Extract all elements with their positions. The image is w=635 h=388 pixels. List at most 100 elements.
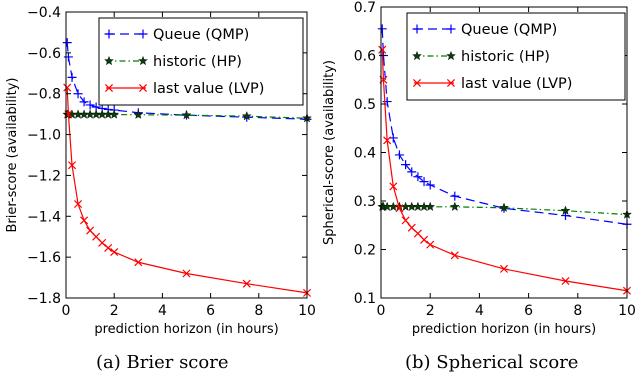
x-tick-label: 6 [524,303,533,319]
legend-label: Queue (QMP) [153,27,249,43]
x-tick-label: 0 [62,303,71,319]
legend-label: last value (LVP) [461,76,572,92]
y-tick-label: −1.2 [27,168,61,184]
data-point [98,238,107,247]
data-point [413,229,422,238]
data-point [395,204,404,213]
x-axis-label: prediction horizon (in hours) [94,322,278,337]
data-point [377,24,387,34]
data-point [73,89,83,99]
legend-marker [104,29,114,39]
chart-panel-a: 0 2 4 6 8 10 −1.8 −1.6 −1.4 −1.2 −1.0 −0.8 −0.6 −0.4 p… [5,5,316,337]
y-tick-label: 0.6 [354,49,376,65]
x-tick-label: 4 [158,303,167,319]
data-point [92,232,101,241]
data-point [383,136,392,145]
y-tick-label: 0.7 [354,0,376,16]
data-point [67,72,77,82]
data-point [382,97,392,107]
legend-marker [138,29,148,39]
data-point [85,100,95,110]
data-point [79,97,89,107]
y-axis-label: Brier-score (availability) [5,78,20,233]
y-tick-label: −1.8 [27,291,61,307]
data-point [74,200,83,209]
y-tick-label: −0.6 [27,46,61,62]
legend-label: historic (HP) [153,54,242,70]
data-point [401,216,410,225]
data-point [499,264,509,273]
series-line-0 [381,28,628,225]
data-point [241,111,252,121]
caption-a: (a) Brier score [96,352,229,373]
data-point [110,248,119,257]
legend-marker [412,24,422,34]
caption-b: (b) Spherical score [405,352,579,373]
y-tick-label: −0.4 [27,5,61,21]
data-point [401,160,411,170]
legend-marker [138,55,148,66]
data-point [80,216,89,225]
legend-marker [104,55,114,66]
data-point [104,243,113,252]
data-point [389,182,398,191]
y-tick-label: 0.3 [354,194,376,210]
data-point [181,109,192,120]
data-point [425,201,436,212]
data-point [242,279,251,288]
data-point [426,240,435,249]
y-tick-label: −1.4 [27,209,61,225]
data-point [63,83,72,92]
x-tick-label: 0 [377,303,386,319]
data-point [450,251,459,260]
y-tick-label: 0.2 [354,243,376,259]
legend-marker [104,83,114,93]
data-point [499,202,509,212]
data-point [560,205,571,215]
data-point [133,109,144,119]
data-point [394,150,404,160]
x-tick-label: 6 [206,303,215,319]
chart-panel-b: 0 2 4 6 8 10 0.1 0.2 0.3 0.4 0.5 0.6 0.7 prediction h… [322,0,635,337]
legend-marker [446,78,456,88]
x-tick-label: 4 [475,303,484,319]
y-tick-label: −1.6 [27,250,61,266]
x-tick-label: 2 [110,303,119,319]
data-point [561,277,570,286]
data-point [450,191,460,201]
data-point [420,235,429,244]
y-tick-label: 0.4 [354,146,376,162]
x-tick-label: 10 [618,303,635,319]
data-point [62,38,72,48]
legend-label: historic (HP) [461,49,550,65]
data-point [109,109,120,119]
x-tick-label: 8 [573,303,582,319]
plot-frame [65,11,308,299]
y-tick-label: 0.5 [354,97,376,113]
x-axis-label: prediction horizon (in hours) [412,322,596,337]
data-point [86,226,95,235]
data-point [449,201,460,212]
x-tick-label: 8 [254,303,263,319]
legend-marker [412,50,422,61]
data-point [419,177,429,187]
x-tick-label: 2 [426,303,435,319]
legend-marker [446,24,456,34]
data-point [63,52,73,62]
legend-label: last value (LVP) [153,81,264,97]
y-tick-label: −0.8 [27,87,61,103]
legend-label: Queue (QMP) [461,22,557,38]
data-point [68,161,77,170]
legend: Queue (QMP) historic (HP) last value (LVP) [406,12,626,101]
data-point [413,172,423,182]
y-axis-label: Spherical-score (availability) [322,60,337,245]
legend-marker [446,50,456,61]
x-tick-label: 10 [298,303,316,319]
legend: Queue (QMP) historic (HP) last value (LVP) [98,17,304,106]
legend-marker [412,78,422,88]
y-tick-label: 0.1 [354,291,376,307]
data-point [425,180,435,190]
data-point [182,269,191,278]
data-point [134,258,143,267]
